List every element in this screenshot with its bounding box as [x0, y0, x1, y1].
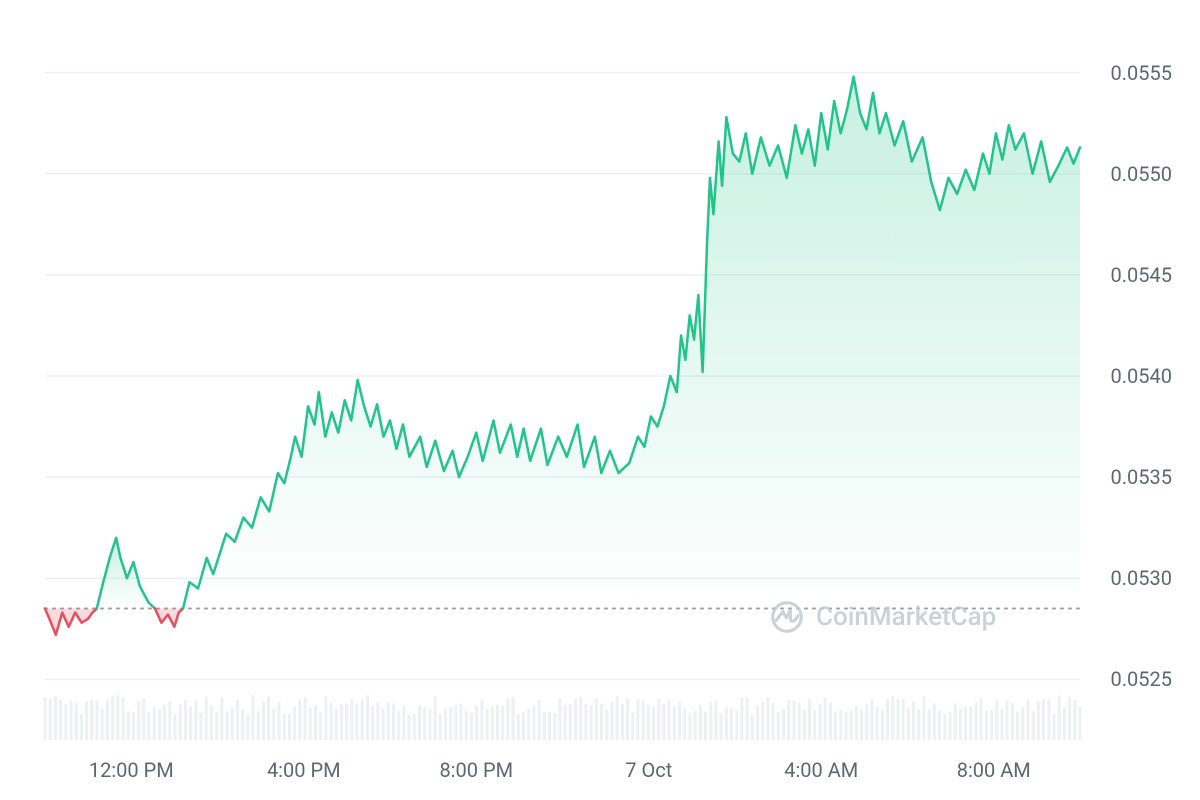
- watermark: CoinMarketCap: [770, 600, 996, 634]
- x-axis-label: 8:00 AM: [957, 758, 1031, 782]
- chart-svg: [0, 0, 1200, 800]
- y-axis-label: 0.0530: [1111, 566, 1172, 590]
- x-axis-label: 4:00 AM: [784, 758, 858, 782]
- y-axis-label: 0.0555: [1111, 61, 1172, 85]
- x-axis-label: 8:00 PM: [439, 758, 513, 782]
- x-axis-label: 4:00 PM: [267, 758, 341, 782]
- x-axis-label: 7 Oct: [625, 758, 672, 782]
- y-axis-label: 0.0545: [1111, 263, 1172, 287]
- x-axis-label: 12:00 PM: [89, 758, 174, 782]
- coinmarketcap-logo-icon: [770, 600, 804, 634]
- price-chart[interactable]: 0.0525 0.0530 0.0535 0.0540 0.0545 0.0550 0.05…: [0, 0, 1200, 800]
- y-axis-label: 0.0525: [1111, 667, 1172, 691]
- y-axis-label: 0.0540: [1111, 364, 1172, 388]
- y-axis-label: 0.0550: [1111, 162, 1172, 186]
- y-axis-label: 0.0535: [1111, 465, 1172, 489]
- watermark-text: CoinMarketCap: [816, 602, 996, 632]
